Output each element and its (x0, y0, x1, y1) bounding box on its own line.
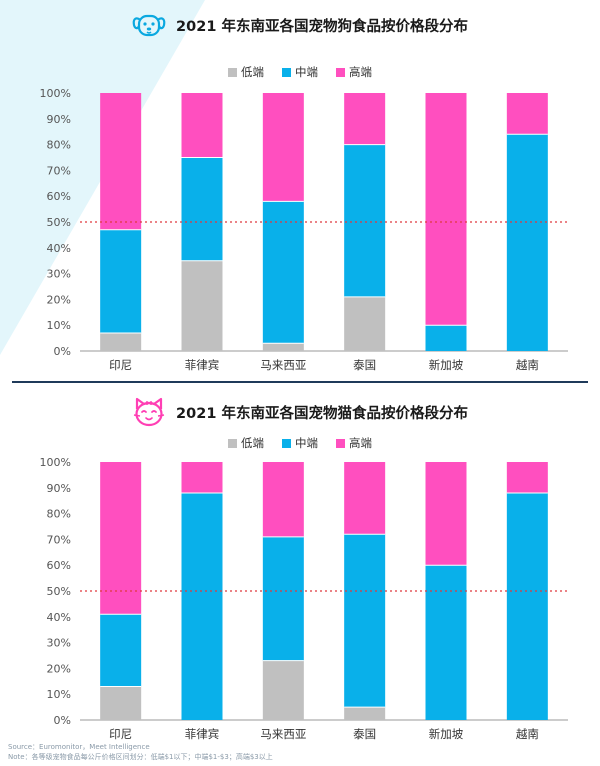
legend-item-high: 高端 (336, 435, 372, 451)
y-tick-label: 80% (47, 139, 71, 152)
x-category-label: 马来西亚 (260, 358, 306, 372)
x-category-label: 印尼 (109, 358, 132, 372)
y-tick-label: 10% (47, 688, 71, 701)
bar-segment-low (181, 260, 223, 351)
y-tick-label: 30% (47, 637, 71, 650)
x-category-label: 新加坡 (429, 358, 464, 372)
chart-legend: 低端 中端 高端 (0, 435, 600, 451)
x-category-label: 新加坡 (429, 727, 464, 741)
legend-swatch-high (336, 67, 345, 77)
bar-segment-mid (344, 144, 386, 297)
bar-segment-high (100, 462, 142, 615)
y-tick-label: 90% (47, 482, 71, 495)
bar-segment-high (181, 462, 223, 493)
y-tick-label: 10% (47, 319, 71, 332)
legend-swatch-low (228, 67, 237, 77)
legend-label: 中端 (295, 436, 318, 450)
legend-swatch-mid (282, 438, 291, 448)
y-tick-label: 80% (47, 508, 71, 521)
y-tick-label: 70% (47, 533, 71, 546)
x-category-label: 越南 (516, 358, 539, 372)
bar-segment-high (425, 93, 467, 326)
legend-label: 高端 (349, 65, 372, 79)
legend-label: 中端 (295, 65, 318, 79)
y-tick-label: 50% (47, 585, 71, 598)
bar-segment-mid (506, 492, 548, 720)
section-divider (12, 381, 588, 383)
bar-segment-low (344, 707, 386, 720)
bar-segment-low (100, 686, 142, 720)
dog-food-stacked-bar-chart: 0% 10% 20% 30% 40% 50% 60% 70% 80% 90% 100% 印尼 菲律宾 马来… (40, 87, 568, 372)
legend-label: 低端 (241, 436, 264, 450)
bar-segment-low (262, 660, 304, 720)
y-tick-label: 0% (54, 345, 71, 358)
x-category-label: 印尼 (109, 727, 132, 741)
bar-segment-mid (262, 201, 304, 344)
bar-segment-low (100, 332, 142, 351)
bar-segment-high (506, 93, 548, 135)
bar-segment-mid (425, 325, 467, 351)
bar-segment-high (344, 462, 386, 535)
chart-title-row: 2021 年东南亚各国宠物狗食品按价格段分布 (0, 10, 600, 40)
bar-segment-mid (262, 536, 304, 661)
chart-title: 2021 年东南亚各国宠物猫食品按价格段分布 (176, 405, 468, 422)
y-tick-label: 40% (47, 611, 71, 624)
legend-item-high: 高端 (336, 64, 372, 80)
bar-segment-high (506, 462, 548, 493)
y-tick-label: 40% (47, 242, 71, 255)
bar-segment-high (262, 93, 304, 202)
legend-item-mid: 中端 (282, 435, 318, 451)
y-tick-label: 20% (47, 662, 71, 675)
chart-legend: 低端 中端 高端 (0, 64, 600, 80)
cat-icon (133, 397, 165, 427)
x-category-label: 泰国 (353, 727, 376, 741)
y-tick-label: 50% (47, 216, 71, 229)
y-tick-label: 20% (47, 293, 71, 306)
bar-segment-high (425, 462, 467, 566)
note-text: Note：各等级宠物食品每公斤价格区间划分：低端$1以下；中端$1-$3；高端$… (8, 753, 273, 761)
x-category-label: 菲律宾 (185, 727, 220, 741)
bar-segment-mid (506, 134, 548, 351)
y-tick-label: 90% (47, 113, 71, 126)
legend-item-mid: 中端 (282, 64, 318, 80)
dog-icon (132, 14, 166, 37)
y-tick-label: 60% (47, 190, 71, 203)
legend-swatch-low (228, 438, 237, 448)
bar-segment-mid (181, 157, 223, 261)
bar-segment-mid (344, 534, 386, 708)
bar-segment-high (181, 93, 223, 158)
y-tick-label: 30% (47, 268, 71, 281)
bar-segment-mid (181, 492, 223, 720)
source-text: Source：Euromonitor，Meet Intelligence (8, 743, 150, 751)
chart-title-row: 2021 年东南亚各国宠物猫食品按价格段分布 (0, 396, 600, 428)
bar-segment-mid (100, 614, 142, 687)
cat-food-chart-panel: 2021 年东南亚各国宠物猫食品按价格段分布 低端 中端 高端 0% 10% 20%… (0, 390, 600, 741)
legend-item-low: 低端 (228, 435, 264, 451)
chart-title: 2021 年东南亚各国宠物狗食品按价格段分布 (176, 18, 468, 35)
bar-segment-high (262, 462, 304, 537)
x-category-label: 越南 (516, 727, 539, 741)
cat-food-stacked-bar-chart: 0% 10% 20% 30% 40% 50% 60% 70% 80% 90% 100% 印尼 菲律宾 马来… (40, 456, 568, 741)
legend-swatch-mid (282, 67, 291, 77)
x-category-label: 泰国 (353, 358, 376, 372)
legend-label: 高端 (349, 436, 372, 450)
y-tick-label: 0% (54, 714, 71, 727)
bar-segment-low (262, 343, 304, 351)
bar-segment-high (344, 93, 386, 145)
bar-segment-mid (425, 565, 467, 720)
x-category-label: 马来西亚 (260, 727, 306, 741)
bar-segment-low (344, 296, 386, 351)
legend-swatch-high (336, 438, 345, 448)
y-tick-label: 100% (40, 456, 71, 469)
y-tick-label: 100% (40, 87, 71, 100)
y-tick-label: 60% (47, 559, 71, 572)
bar-segment-mid (100, 229, 142, 333)
y-tick-label: 70% (47, 164, 71, 177)
legend-label: 低端 (241, 65, 264, 79)
legend-item-low: 低端 (228, 64, 264, 80)
bar-segment-high (100, 93, 142, 230)
dog-food-chart-panel: 2021 年东南亚各国宠物狗食品按价格段分布 低端 中端 高端 0% 10% 20%… (0, 0, 600, 380)
x-category-label: 菲律宾 (185, 358, 220, 372)
chart-footer: Source：Euromonitor，Meet Intelligence Not… (8, 742, 273, 762)
